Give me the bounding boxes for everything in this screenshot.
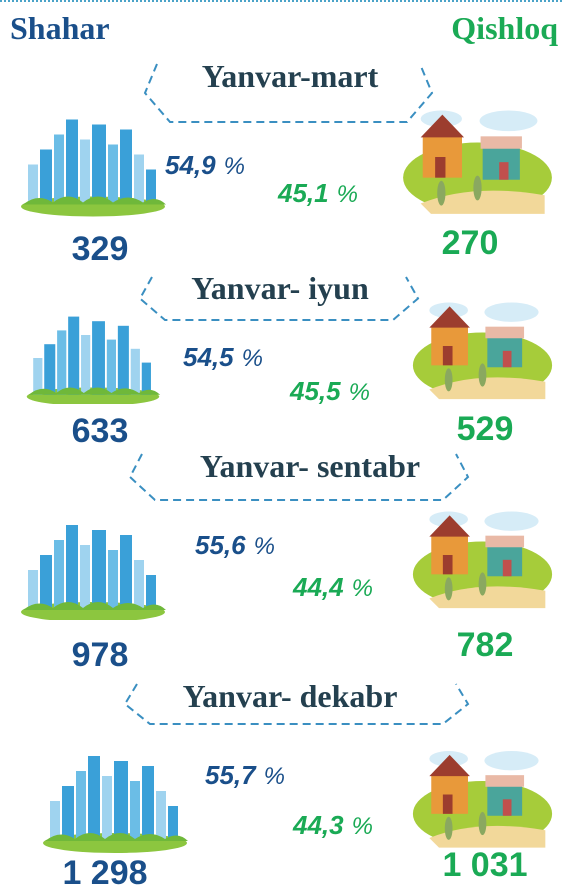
city-icon (21, 525, 166, 622)
city-icon (43, 756, 188, 853)
rural-count: 529 (457, 410, 514, 449)
urban-percent: 55,6% (195, 530, 275, 561)
urban-count: 329 (72, 230, 129, 269)
rural-percent: 45,1% (278, 178, 358, 209)
unit: % (254, 533, 275, 560)
village-icon (413, 751, 552, 848)
value: 45,1 (278, 178, 329, 208)
unit: % (337, 181, 358, 208)
unit: % (352, 813, 373, 840)
value: 44,4 (293, 572, 344, 602)
rural-header: Qishloq (451, 10, 558, 47)
unit: % (349, 379, 370, 406)
urban-percent: 55,7% (205, 760, 285, 791)
period-title: Yanvar- sentabr (198, 448, 422, 485)
rural-percent: 44,4% (293, 572, 373, 603)
unit: % (224, 153, 245, 180)
value: 54,5 (183, 342, 234, 372)
village-icon (413, 512, 552, 609)
village-icon (413, 303, 552, 400)
city-icon (27, 317, 160, 406)
urban-count: 633 (72, 412, 129, 451)
rural-percent: 44,3% (293, 810, 373, 841)
urban-count: 978 (72, 636, 129, 675)
urban-count: 1 298 (62, 854, 147, 885)
value: 55,6 (195, 530, 246, 560)
period-title: Yanvar- iyun (189, 270, 371, 307)
unit: % (264, 763, 285, 790)
village-icon (403, 111, 552, 214)
rural-count: 270 (442, 224, 499, 263)
rural-count: 1 031 (442, 846, 527, 885)
unit: % (352, 575, 373, 602)
urban-percent: 54,9% (165, 150, 245, 181)
value: 44,3 (293, 810, 344, 840)
value: 54,9 (165, 150, 216, 180)
period-title: Yanvar- dekabr (181, 678, 400, 715)
period-title: Yanvar-mart (200, 58, 381, 95)
rural-count: 782 (457, 626, 514, 665)
unit: % (242, 345, 263, 372)
value: 55,7 (205, 760, 256, 790)
value: 45,5 (290, 376, 341, 406)
urban-header: Shahar (10, 10, 110, 47)
infographic: Shahar Qishloq Yanvar-mart54,9%45,1%3292… (0, 0, 562, 885)
urban-percent: 54,5% (183, 342, 263, 373)
rural-percent: 45,5% (290, 376, 370, 407)
city-icon (21, 120, 166, 217)
